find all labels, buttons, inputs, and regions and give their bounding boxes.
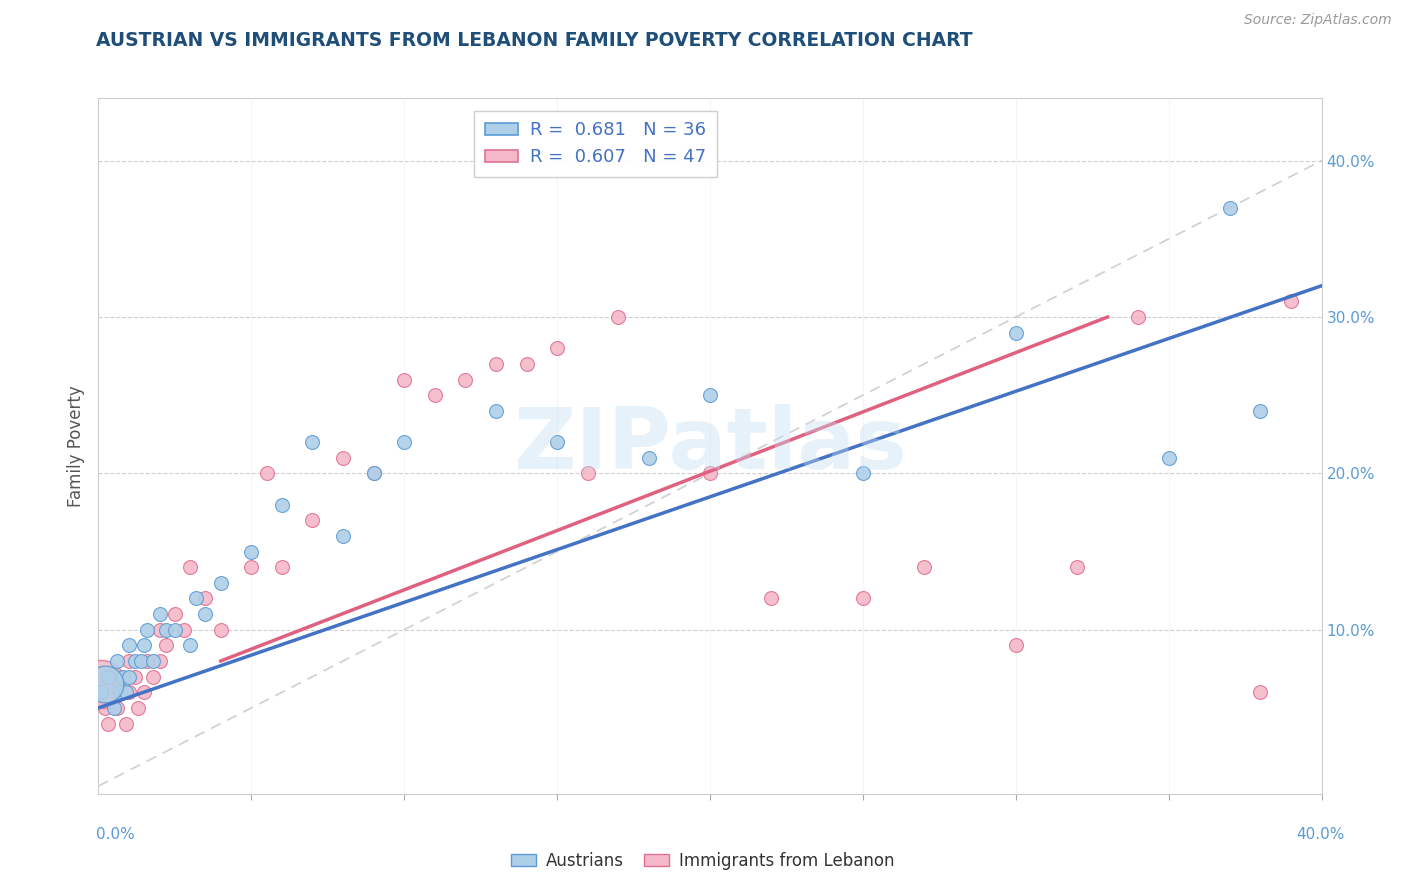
Point	[576, 467, 599, 481]
Point	[301, 513, 323, 527]
Point	[270, 560, 292, 574]
Point	[124, 670, 146, 684]
Point	[103, 701, 125, 715]
Point	[111, 670, 134, 684]
Point	[124, 654, 146, 668]
Point	[1219, 201, 1241, 215]
Point	[173, 623, 195, 637]
Point	[852, 591, 875, 606]
Point	[423, 388, 446, 402]
Point	[194, 591, 217, 606]
Y-axis label: Family Poverty: Family Poverty	[66, 385, 84, 507]
Point	[516, 357, 538, 371]
Point	[852, 467, 875, 481]
Point	[179, 638, 201, 652]
Point	[155, 623, 177, 637]
Point	[1004, 326, 1026, 340]
Point	[1066, 560, 1088, 574]
Point	[142, 670, 165, 684]
Point	[1128, 310, 1150, 324]
Point	[363, 467, 385, 481]
Point	[912, 560, 935, 574]
Point	[100, 670, 122, 684]
Point	[607, 310, 630, 324]
Point	[392, 373, 416, 387]
Text: 0.0%: 0.0%	[96, 827, 135, 842]
Point	[270, 498, 292, 512]
Point	[97, 716, 120, 731]
Point	[97, 670, 120, 684]
Point	[118, 638, 141, 652]
Point	[149, 607, 172, 621]
Point	[332, 529, 354, 543]
Text: Source: ZipAtlas.com: Source: ZipAtlas.com	[1244, 13, 1392, 28]
Point	[1157, 450, 1180, 465]
Point	[485, 357, 508, 371]
Point	[90, 677, 112, 691]
Point	[90, 685, 112, 699]
Point	[108, 685, 131, 699]
Point	[301, 435, 323, 450]
Point	[546, 341, 568, 355]
Point	[163, 623, 186, 637]
Point	[1279, 294, 1302, 309]
Point	[155, 638, 177, 652]
Point	[111, 685, 134, 699]
Point	[454, 373, 477, 387]
Point	[485, 404, 508, 418]
Point	[699, 388, 721, 402]
Text: ZIPatlas: ZIPatlas	[513, 404, 907, 488]
Point	[149, 654, 172, 668]
Point	[149, 623, 172, 637]
Point	[240, 544, 263, 558]
Point	[637, 450, 661, 465]
Text: AUSTRIAN VS IMMIGRANTS FROM LEBANON FAMILY POVERTY CORRELATION CHART: AUSTRIAN VS IMMIGRANTS FROM LEBANON FAMI…	[96, 31, 972, 50]
Point	[194, 607, 217, 621]
Point	[93, 701, 115, 715]
Point	[759, 591, 782, 606]
Point	[108, 670, 131, 684]
Point	[118, 654, 141, 668]
Point	[105, 654, 128, 668]
Point	[115, 685, 138, 699]
Point	[134, 638, 156, 652]
Legend: Austrians, Immigrants from Lebanon: Austrians, Immigrants from Lebanon	[505, 846, 901, 877]
Point	[118, 670, 141, 684]
Point	[240, 560, 263, 574]
Point	[332, 450, 354, 465]
Point	[103, 685, 125, 699]
Point	[1249, 685, 1271, 699]
Point	[127, 701, 149, 715]
Point	[93, 677, 115, 691]
Point	[363, 467, 385, 481]
Point	[136, 623, 159, 637]
Point	[699, 467, 721, 481]
Point	[118, 685, 141, 699]
Point	[1249, 404, 1271, 418]
Point	[209, 623, 232, 637]
Point	[142, 654, 165, 668]
Point	[163, 607, 186, 621]
Point	[136, 654, 159, 668]
Text: 40.0%: 40.0%	[1296, 827, 1344, 842]
Point	[115, 716, 138, 731]
Point	[186, 591, 208, 606]
Point	[392, 435, 416, 450]
Point	[1004, 638, 1026, 652]
Point	[179, 560, 201, 574]
Point	[134, 685, 156, 699]
Point	[546, 435, 568, 450]
Legend: R =  0.681   N = 36, R =  0.607   N = 47: R = 0.681 N = 36, R = 0.607 N = 47	[474, 111, 717, 178]
Point	[129, 654, 152, 668]
Point	[105, 701, 128, 715]
Point	[256, 467, 278, 481]
Point	[209, 575, 232, 590]
Point	[90, 685, 112, 699]
